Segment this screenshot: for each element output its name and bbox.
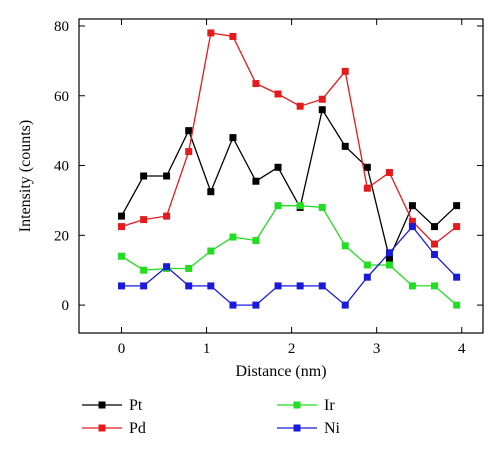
point-ni-2 (163, 263, 171, 271)
point-ir-3 (185, 264, 193, 272)
x-tick-label-0: 0 (118, 341, 126, 357)
legend-marker-pd (98, 424, 106, 432)
series-line-pt (120, 108, 458, 261)
legend-label-pd: Pd (129, 420, 146, 437)
x-tick-label-1: 1 (203, 341, 211, 357)
point-ir-14 (431, 282, 439, 290)
point-pd-2 (163, 212, 171, 220)
y-tick-label-2: 40 (54, 159, 69, 175)
y-tick-label-4: 80 (54, 19, 69, 35)
point-ni-15 (453, 273, 461, 281)
series-line-ni (121, 225, 458, 307)
point-pd-6 (252, 80, 260, 88)
point-ni-0 (118, 282, 126, 290)
legend-label-ni: Ni (324, 420, 341, 437)
point-ir-5 (229, 233, 237, 241)
point-pt-10 (341, 142, 349, 150)
point-ni-11 (363, 273, 371, 281)
legend-label-ir: Ir (324, 397, 335, 414)
point-ir-9 (318, 203, 326, 211)
point-ni-6 (252, 301, 260, 309)
point-pd-11 (363, 184, 371, 192)
point-ni-3 (185, 282, 193, 290)
point-pt-15 (453, 202, 461, 210)
legend-marker-pt (98, 401, 106, 409)
legend-marker-ir (293, 401, 301, 409)
point-pt-2 (163, 172, 171, 180)
point-pt-14 (431, 223, 439, 231)
y-tick-label-1: 20 (54, 228, 69, 244)
point-pt-13 (408, 202, 416, 210)
legend: Pt Pd Ir Ni (82, 397, 341, 437)
plot-frame (78, 18, 484, 334)
point-ir-6 (252, 237, 260, 245)
point-ir-13 (408, 282, 416, 290)
point-ni-9 (318, 282, 326, 290)
point-pd-12 (385, 169, 393, 177)
point-pd-4 (207, 29, 215, 37)
point-ir-15 (453, 301, 461, 309)
point-ir-11 (363, 261, 371, 269)
x-tick-label-2: 2 (288, 341, 296, 357)
y-tick-label-0: 0 (62, 298, 70, 314)
legend-marker-ni (293, 424, 301, 432)
point-ni-5 (229, 301, 237, 309)
series-line-pd (121, 32, 458, 245)
point-pd-13 (408, 217, 416, 225)
point-pd-9 (318, 95, 326, 103)
point-ni-4 (207, 282, 215, 290)
y-axis-label: Intensity (counts) (17, 120, 34, 232)
point-pd-7 (274, 90, 282, 98)
point-pd-10 (341, 67, 349, 75)
point-pd-15 (453, 223, 461, 231)
x-tick-label-3: 3 (373, 341, 381, 357)
point-pd-1 (140, 216, 148, 224)
point-ni-7 (274, 282, 282, 290)
point-pd-0 (118, 223, 126, 231)
point-ir-1 (140, 266, 148, 274)
point-ni-1 (140, 282, 148, 290)
point-pd-8 (296, 102, 304, 110)
point-ir-10 (341, 242, 349, 250)
x-axis-label: Distance (nm) (235, 363, 326, 380)
point-pt-11 (363, 163, 371, 171)
y-tick-label-3: 60 (54, 89, 69, 105)
point-ir-8 (296, 202, 304, 210)
point-pt-1 (140, 172, 148, 180)
point-pd-5 (229, 32, 237, 40)
point-ni-8 (296, 282, 304, 290)
point-ni-13 (408, 223, 416, 231)
series-group (118, 29, 461, 309)
point-ir-0 (118, 252, 126, 260)
legend-label-pt: Pt (129, 397, 143, 414)
point-pt-7 (274, 163, 282, 171)
point-pt-9 (318, 106, 326, 114)
point-pt-4 (207, 188, 215, 196)
point-ir-12 (385, 261, 393, 269)
point-pt-5 (229, 134, 237, 142)
point-ir-7 (274, 202, 282, 210)
x-tick-label-4: 4 (458, 341, 466, 357)
series-line-ir (121, 205, 458, 306)
point-ir-4 (207, 247, 215, 255)
point-pt-6 (252, 177, 260, 185)
point-pt-12 (385, 254, 393, 262)
point-pd-3 (185, 148, 193, 156)
point-ni-14 (431, 251, 439, 258)
point-ni-10 (341, 301, 349, 309)
point-pt-0 (118, 212, 126, 220)
point-pd-14 (431, 240, 439, 248)
point-pt-3 (185, 127, 193, 135)
point-ni-12 (385, 249, 393, 257)
